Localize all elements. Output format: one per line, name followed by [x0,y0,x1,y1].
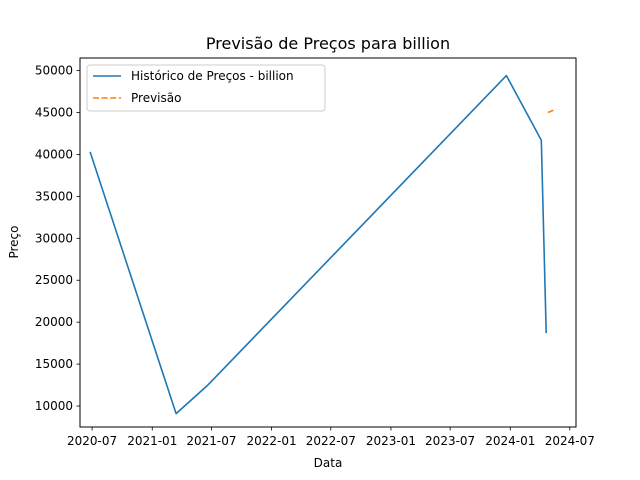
legend: Histórico de Preços - billion Previsão [86,64,326,112]
x-tick-label: 2023-07 [425,434,475,448]
legend-box [86,64,326,112]
y-tick-label: 35000 [35,189,73,203]
x-tick-label: 2021-07 [186,434,236,448]
series-line-previsao [547,108,557,114]
x-tick-label: 2023-01 [366,434,416,448]
x-tick-label: 2024-01 [485,434,535,448]
x-tick-label: 2022-01 [247,434,297,448]
y-tick-label: 15000 [35,357,73,371]
x-tick-label: 2024-07 [545,434,595,448]
x-tick-label: 2021-01 [127,434,177,448]
x-axis-label: Data [314,456,343,470]
y-tick-label: 20000 [35,315,73,329]
legend-label-previsao: Previsão [131,91,181,105]
x-tick-label: 2020-07 [67,434,117,448]
y-tick-label: 40000 [35,147,73,161]
y-tick-label: 30000 [35,231,73,245]
series-line-historico [89,74,547,415]
y-tick-label: 25000 [35,273,73,287]
legend-label-historico: Histórico de Preços - billion [131,69,294,83]
y-axis: 10000 15000 20000 25000 30000 35000 40000 45000… [35,64,80,413]
y-tick-label: 50000 [35,64,73,78]
x-axis: 2020-07 2021-01 2021-07 2022-01 2022-07 2023-… [67,427,595,448]
y-axis-label: Preço [7,225,21,258]
y-tick-label: 45000 [35,106,73,120]
axes-frame [79,57,577,428]
chart-title: Previsão de Preços para billion [206,34,450,53]
x-tick-label: 2022-07 [306,434,356,448]
y-tick-label: 10000 [35,399,73,413]
plot-area [89,74,557,415]
